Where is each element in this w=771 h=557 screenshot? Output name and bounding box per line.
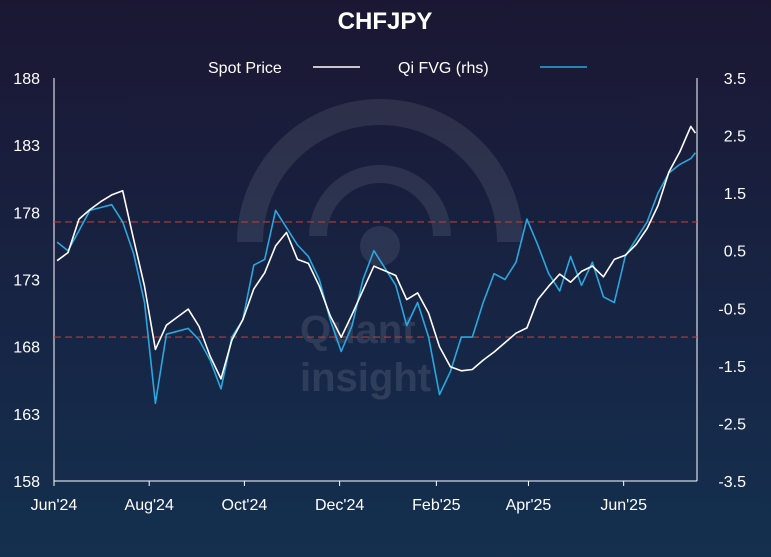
- y-right-tick-label: -2.5: [718, 416, 746, 433]
- y-left-tick-label: 183: [13, 138, 40, 155]
- y-right-tick-label: 0.5: [724, 244, 746, 261]
- y-left-tick-label: 188: [13, 71, 40, 88]
- reference-lines: [54, 221, 697, 338]
- legend-entry-qi-fvg: Qi FVG (rhs): [398, 60, 489, 77]
- watermark-logo: Quant insight: [237, 99, 523, 400]
- x-tick-label: Jun'24: [31, 497, 78, 514]
- svg-text:Quant: Quant: [300, 308, 416, 352]
- y-right-tick-label: 1.5: [724, 186, 746, 203]
- spot-price-line: [56, 125, 697, 380]
- legend: Spot Price Qi FVG (rhs): [208, 60, 587, 77]
- y-left-tick-label: 158: [13, 474, 40, 491]
- qi-fvg-line: [56, 152, 697, 405]
- legend-entry-spot-price: Spot Price: [208, 60, 282, 77]
- y-right-tick-label: 2.5: [724, 129, 746, 146]
- x-tick-label: Apr'25: [506, 497, 552, 514]
- svg-text:insight: insight: [300, 356, 431, 400]
- y-right-tick-label: 3.5: [724, 71, 746, 88]
- axes: 188 183 178 173 168 163 158 3.5 2.5 1.5 0.5 -0.5 -1.…: [13, 71, 746, 514]
- chart-title: CHFJPY: [338, 8, 433, 35]
- x-tick-label: Oct'24: [222, 497, 268, 514]
- y-right-tick-label: -3.5: [718, 474, 746, 491]
- y-left-tick-label: 168: [13, 340, 40, 357]
- series-lines: [56, 125, 697, 405]
- y-left-tick-label: 178: [13, 205, 40, 222]
- x-tick-label: Jun'25: [600, 497, 647, 514]
- x-tick-label: Dec'24: [315, 497, 364, 514]
- y-left-tick-label: 163: [13, 407, 40, 424]
- x-tick-label: Aug'24: [125, 497, 174, 514]
- y-left-tick-label: 173: [13, 273, 40, 290]
- x-tick-label: Feb'25: [412, 497, 461, 514]
- y-right-tick-label: -0.5: [718, 301, 746, 318]
- y-right-tick-label: -1.5: [718, 359, 746, 376]
